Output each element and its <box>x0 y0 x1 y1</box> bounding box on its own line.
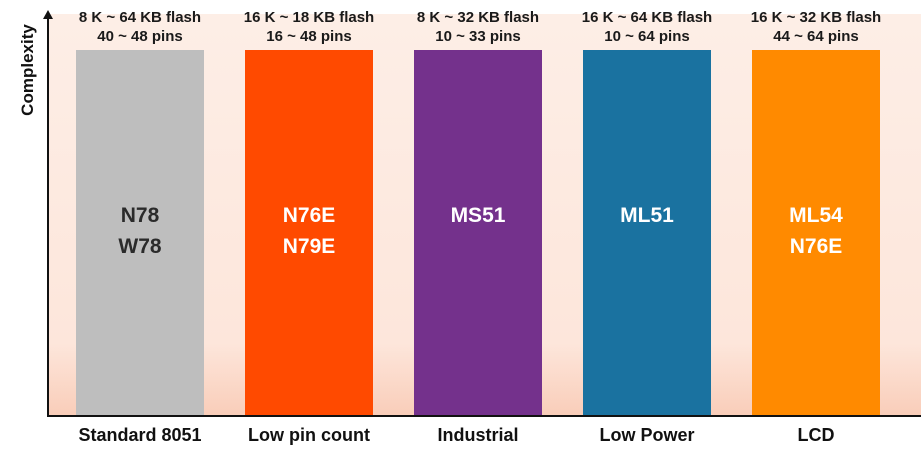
bar-label-line: ML54 <box>789 203 843 227</box>
bar-label: N76E N79E <box>245 200 373 262</box>
annotation-pins: 10 ~ 64 pins <box>604 28 690 46</box>
annotation-pins: 16 ~ 48 pins <box>266 28 352 46</box>
bar-label-line: MS51 <box>450 203 506 227</box>
bar-annotation: 8 K ~ 32 KB flash 10 ~ 33 pins <box>393 8 563 46</box>
y-axis-arrow-icon <box>43 10 53 19</box>
bar: N78 W78 <box>76 50 204 415</box>
annotation-pins: 44 ~ 64 pins <box>773 28 859 46</box>
bar-annotation: 16 K ~ 18 KB flash 16 ~ 48 pins <box>224 8 394 46</box>
bar-label-line: N78 <box>120 203 160 227</box>
y-axis-line <box>47 18 49 416</box>
bar: ML51 <box>583 50 711 415</box>
bar-label-line: N79E <box>282 234 336 258</box>
bar-label-line: ML51 <box>620 203 674 227</box>
bar-label-line: N76E <box>789 234 843 258</box>
bar-annotation: 16 K ~ 64 KB flash 10 ~ 64 pins <box>562 8 732 46</box>
bar-annotation: 16 K ~ 32 KB flash 44 ~ 64 pins <box>731 8 901 46</box>
x-tick-label: Low pin count <box>248 425 370 445</box>
annotation-pins: 10 ~ 33 pins <box>435 28 521 46</box>
annotation-pins: 40 ~ 48 pins <box>97 28 183 46</box>
bar-label: ML51 <box>583 200 711 231</box>
bar: ML54 N76E <box>752 50 880 415</box>
bar-label-line: W78 <box>118 234 162 258</box>
x-tick-label: Industrial <box>437 425 519 445</box>
bar-annotation: 8 K ~ 64 KB flash 40 ~ 48 pins <box>55 8 225 46</box>
bar-label: MS51 <box>414 200 542 231</box>
bar: MS51 <box>414 50 542 415</box>
annotation-flash: 16 K ~ 32 KB flash <box>750 9 882 27</box>
x-tick-label: LCD <box>797 425 835 445</box>
annotation-flash: 16 K ~ 64 KB flash <box>581 9 713 27</box>
x-axis-line <box>47 415 921 417</box>
annotation-flash: 8 K ~ 32 KB flash <box>416 9 540 27</box>
bar-label: ML54 N76E <box>752 200 880 262</box>
x-tick-label: Standard 8051 <box>78 425 202 445</box>
x-tick-label: Low Power <box>599 425 695 445</box>
bar-label-line: N76E <box>282 203 336 227</box>
bar-label: N78 W78 <box>76 200 204 262</box>
annotation-flash: 16 K ~ 18 KB flash <box>243 9 375 27</box>
annotation-flash: 8 K ~ 64 KB flash <box>78 9 202 27</box>
bar: N76E N79E <box>245 50 373 415</box>
